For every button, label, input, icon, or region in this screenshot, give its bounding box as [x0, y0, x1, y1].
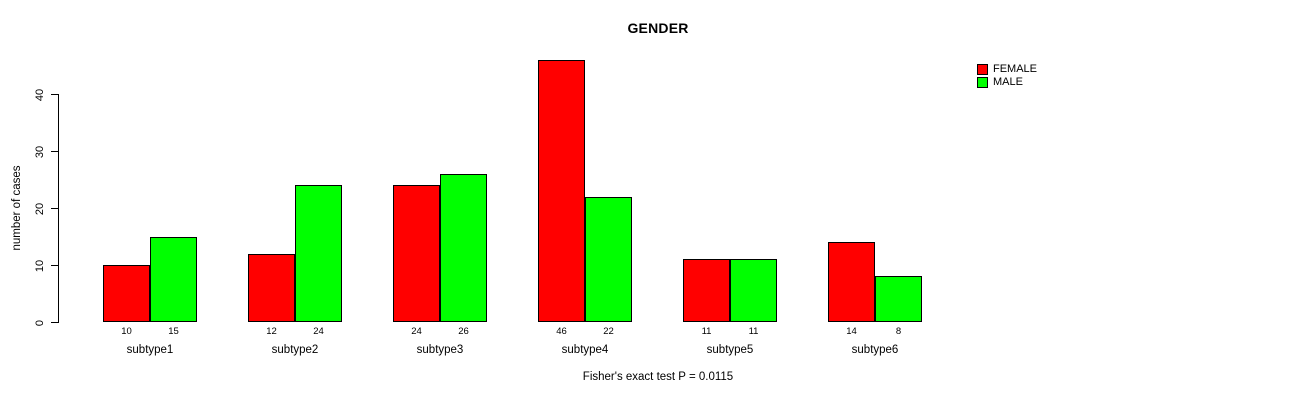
legend-row-male: MALE: [977, 77, 1037, 88]
legend: FEMALE MALE: [977, 64, 1037, 88]
y-tick-label: 0: [34, 319, 46, 326]
bar-female-subtype6: [828, 242, 875, 322]
chart-title: GENDER: [627, 20, 689, 36]
bar-female-subtype2: [248, 253, 295, 322]
bar-male-subtype1: [150, 236, 197, 322]
stat-annotation: Fisher's exact test P = 0.0115: [582, 371, 734, 383]
bar-value-label: 22: [603, 326, 614, 337]
legend-swatch-female: [977, 64, 988, 75]
legend-swatch-male: [977, 77, 988, 88]
bar-male-subtype4: [585, 196, 632, 322]
bar-female-subtype5: [683, 259, 730, 322]
y-axis-line: [58, 94, 59, 323]
bar-female-subtype3: [393, 185, 440, 322]
y-axis-label: number of cases: [11, 165, 23, 251]
y-tick-label: 40: [34, 88, 46, 101]
bar-female-subtype4: [538, 59, 585, 322]
category-label-subtype4: subtype4: [561, 344, 609, 356]
bar-value-label: 14: [846, 326, 857, 337]
category-label-subtype6: subtype6: [851, 344, 899, 356]
y-tick-label: 10: [34, 259, 46, 272]
bar-value-label: 15: [168, 326, 179, 337]
category-label-subtype3: subtype3: [416, 344, 464, 356]
legend-label: MALE: [993, 76, 1023, 88]
y-tick-mark: [51, 322, 58, 323]
bar-value-label: 26: [458, 326, 469, 337]
y-tick-mark: [51, 151, 58, 152]
bar-value-label: 11: [748, 326, 759, 337]
category-label-subtype1: subtype1: [126, 344, 174, 356]
bar-male-subtype3: [440, 173, 487, 322]
y-tick-label: 20: [34, 202, 46, 215]
y-tick-mark: [51, 265, 58, 266]
bar-value-label: 12: [266, 326, 277, 337]
bar-value-label: 24: [411, 326, 422, 337]
bar-male-subtype6: [875, 276, 922, 322]
legend-row-female: FEMALE: [977, 64, 1037, 75]
bar-female-subtype1: [103, 265, 150, 322]
category-label-subtype5: subtype5: [706, 344, 754, 356]
category-label-subtype2: subtype2: [271, 344, 319, 356]
bar-value-label: 46: [556, 326, 567, 337]
bar-value-label: 24: [313, 326, 324, 337]
y-tick-mark: [51, 94, 58, 95]
bar-value-label: 11: [701, 326, 712, 337]
legend-label: FEMALE: [993, 63, 1038, 75]
y-tick-mark: [51, 208, 58, 209]
bar-value-label: 8: [895, 326, 902, 337]
y-tick-label: 30: [34, 145, 46, 158]
bar-value-label: 10: [121, 326, 132, 337]
bar-male-subtype2: [295, 185, 342, 322]
bar-male-subtype5: [730, 259, 777, 322]
